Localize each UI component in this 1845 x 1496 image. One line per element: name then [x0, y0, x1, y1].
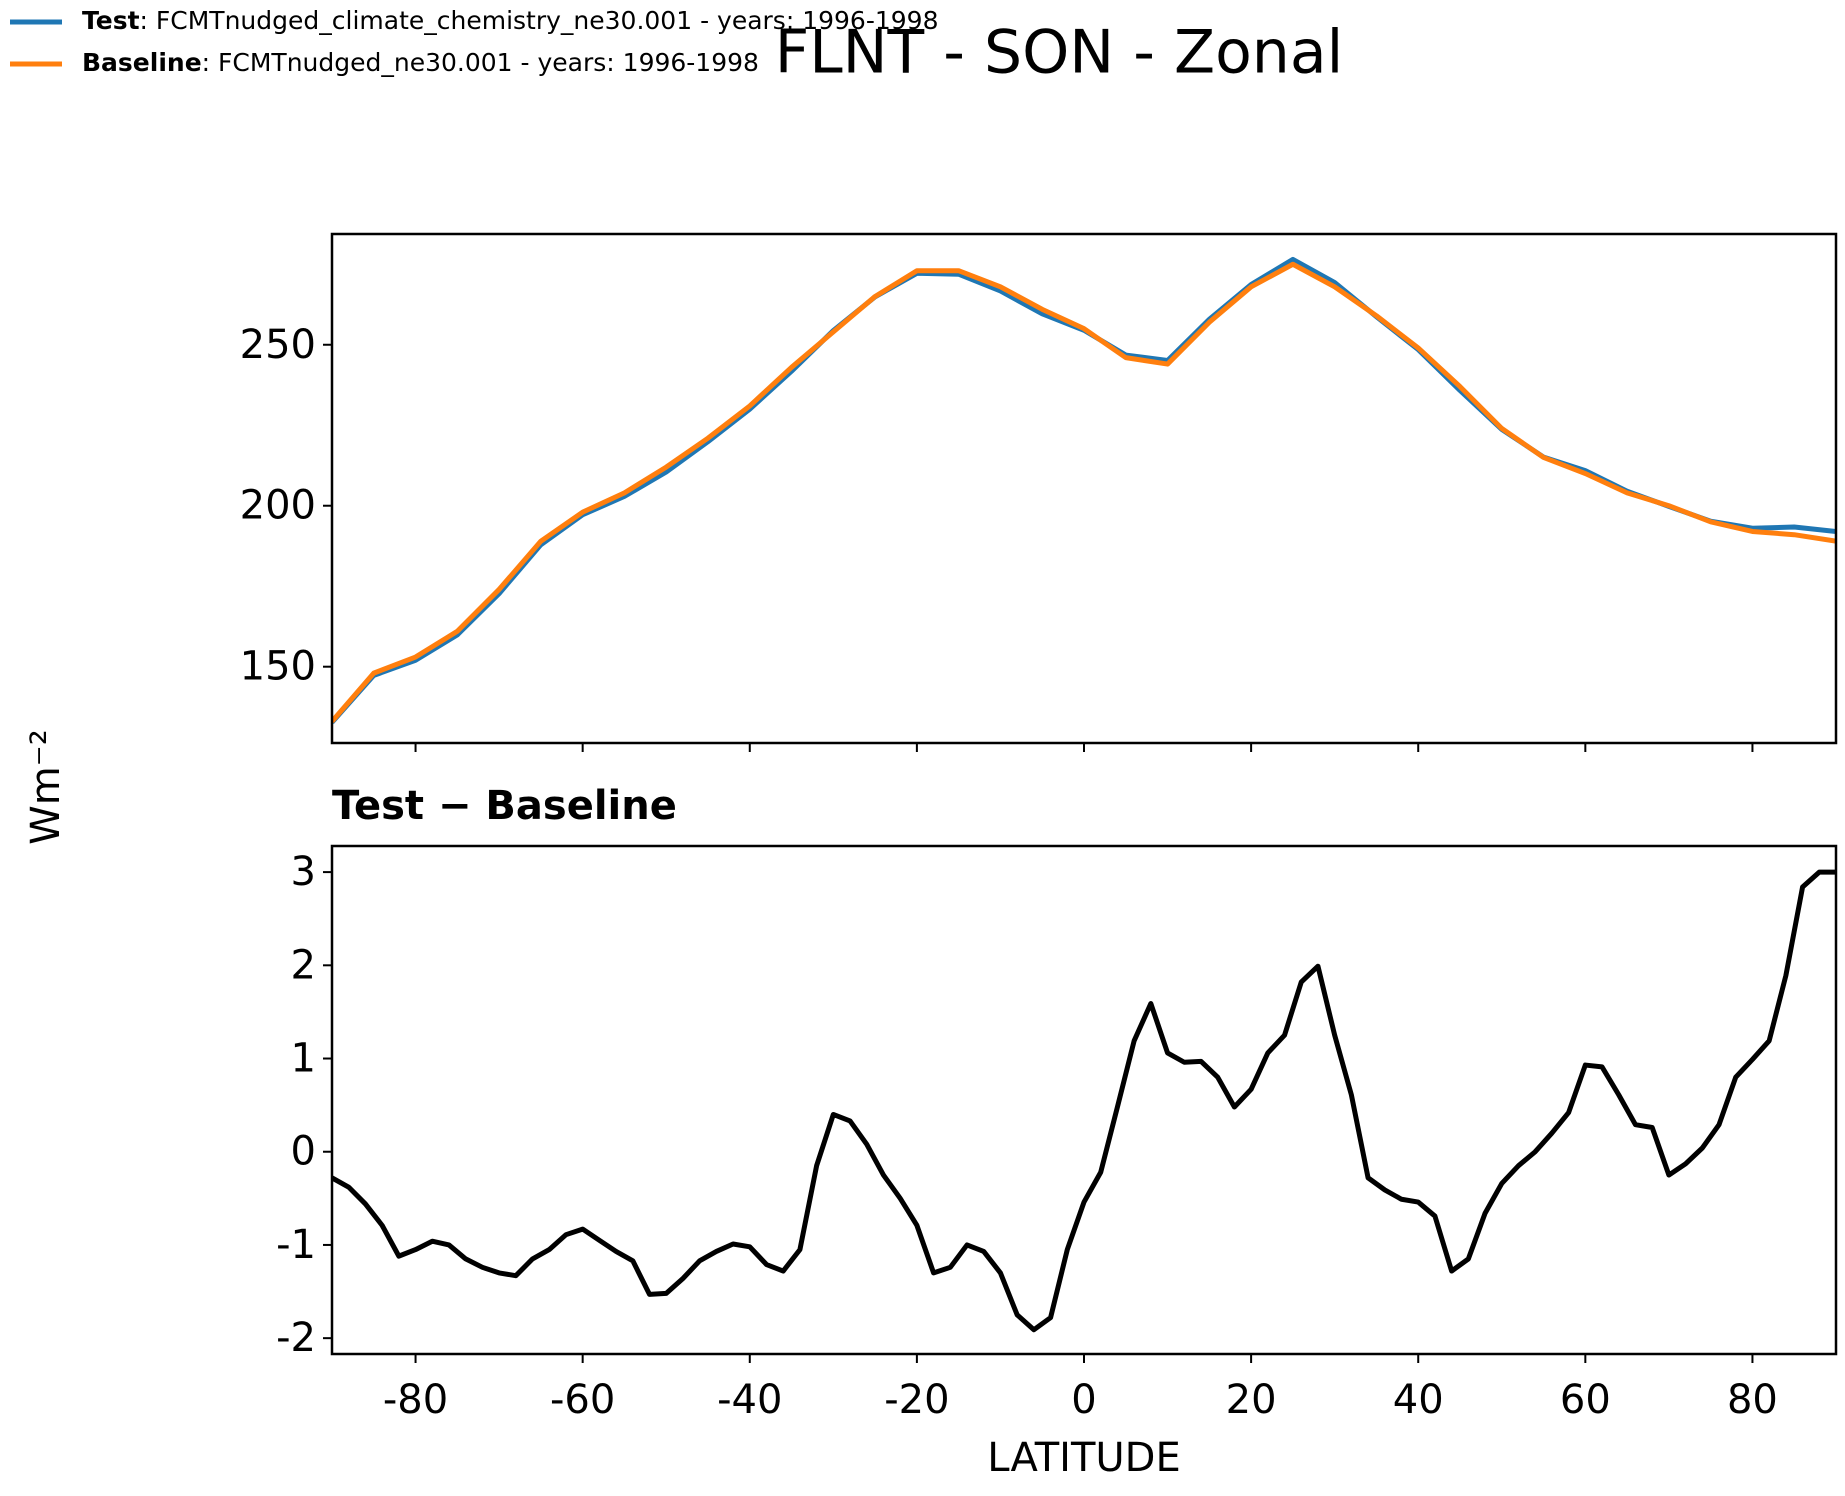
y-axis-label: Wm⁻² — [23, 729, 69, 845]
chart-title: FLNT - SON - Zonal — [775, 18, 1344, 88]
x-tick-label: 0 — [1071, 1377, 1096, 1423]
data-line — [332, 869, 1836, 1333]
y-tick-label: -1 — [276, 1222, 316, 1268]
data-line — [332, 261, 1836, 724]
y-tick-label: -2 — [276, 1315, 316, 1361]
y-tick-label: 1 — [291, 1036, 316, 1082]
y-tick-label: 3 — [291, 849, 316, 895]
x-tick-label: -60 — [550, 1377, 615, 1423]
y-tick-label: 150 — [240, 644, 316, 690]
subplot-title: Test − Baseline — [332, 783, 677, 829]
x-tick-label: -20 — [884, 1377, 949, 1423]
legend-name: Test — [82, 6, 140, 35]
x-tick-label: 60 — [1560, 1377, 1611, 1423]
y-tick-label: 200 — [240, 483, 316, 529]
x-axis-label: LATITUDE — [987, 1435, 1180, 1481]
plot-area — [332, 256, 1836, 725]
legend-description: : FCMTnudged_ne30.001 - years: 1996-1998 — [202, 48, 759, 77]
x-tick-label: 80 — [1727, 1377, 1778, 1423]
legend-entry: Test: FCMTnudged_climate_chemistry_ne30.… — [82, 6, 938, 35]
legend-name: Baseline — [82, 48, 202, 77]
x-tick-label: 40 — [1393, 1377, 1444, 1423]
x-tick-label: -80 — [383, 1377, 448, 1423]
legend-description: : FCMTnudged_climate_chemistry_ne30.001 … — [140, 6, 939, 35]
y-tick-label: 0 — [291, 1129, 316, 1175]
x-tick-label: 20 — [1226, 1377, 1277, 1423]
plot-frame — [330, 232, 1838, 745]
x-tick-label: -40 — [717, 1377, 782, 1423]
plot-frame — [330, 844, 1838, 1356]
y-tick-label: 2 — [291, 942, 316, 988]
y-tick-label: 250 — [240, 322, 316, 368]
plot-area — [332, 869, 1836, 1333]
legend-entry: Baseline: FCMTnudged_ne30.001 - years: 1… — [82, 48, 759, 77]
